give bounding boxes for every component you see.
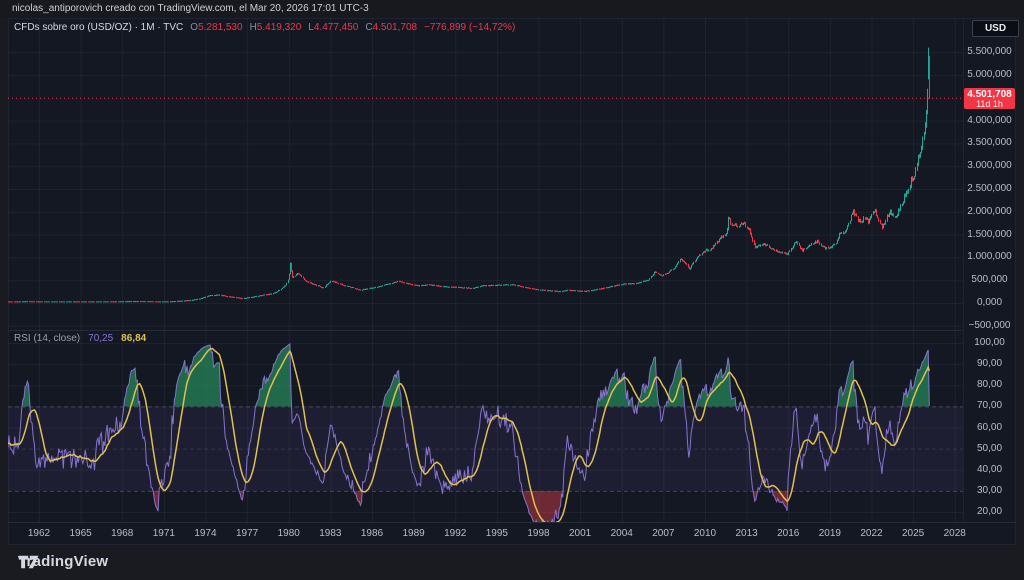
year-tick-label: 2013 [735, 528, 758, 539]
bar-countdown: 11d 1h [976, 98, 1003, 109]
price-tick-label: −500,000 [968, 319, 1011, 331]
year-tick-label: 1992 [444, 528, 467, 539]
rsi-chart-canvas[interactable] [8, 330, 963, 522]
year-tick-label: 2016 [777, 528, 800, 539]
price-tick-label: 3.000,000 [967, 160, 1012, 172]
price-tick-label: 1.000,000 [967, 251, 1012, 263]
chart-container[interactable]: CFDs sobre oro (USD/OZ) · 1M · TVC O5.281… [8, 18, 1019, 545]
rsi-tick-label: 70,00 [976, 400, 1003, 412]
high-value: 5.419,320 [256, 22, 302, 33]
tradingview-logo-icon [18, 555, 39, 569]
price-tick-label: 5.000,000 [967, 69, 1012, 80]
price-tick-label: 1.500,000 [967, 228, 1012, 240]
rsi-tick-label: 20,00 [976, 506, 1003, 517]
open-value: 5.281,530 [198, 22, 243, 33]
price-tick-label: 5.500,000 [967, 46, 1012, 58]
time-axis[interactable]: 1962 1965 1968 1971 1974 1977 1980 1983 1986 1989… [8, 522, 1016, 545]
rsi-tick-label: 60,00 [976, 421, 1003, 433]
rsi-tick-label: 50,00 [976, 442, 1003, 454]
rsi-tick-label: 100,00 [974, 337, 1005, 348]
rsi-tick-label: 90,00 [976, 358, 1003, 370]
low-label: L [308, 22, 314, 33]
year-tick-label: 1983 [319, 528, 342, 539]
year-tick-label: 1986 [360, 528, 384, 539]
change-value: −776,899 (−14,72%) [424, 22, 516, 33]
year-tick-label: 1962 [27, 528, 51, 539]
high-label: H [249, 22, 257, 33]
low-value: 4.477,450 [313, 22, 359, 33]
year-tick-label: 2025 [902, 528, 925, 539]
year-tick-label: 2022 [860, 528, 883, 539]
year-tick-label: 2001 [569, 528, 592, 539]
rsi-title: RSI (14, close) [14, 333, 81, 344]
price-pane[interactable]: CFDs sobre oro (USD/OZ) · 1M · TVC O5.281… [8, 18, 963, 330]
tradingview-logo[interactable]: TradingView [18, 553, 108, 570]
year-tick-label: 1995 [485, 528, 508, 539]
last-price-value: 4.501,708 [967, 88, 1012, 100]
year-tick-label: 2004 [610, 528, 633, 539]
year-tick-label: 1971 [152, 528, 175, 539]
credit-text: nicolas_antiporovich creado con TradingV… [12, 3, 369, 14]
close-value: 4.501,708 [372, 22, 418, 33]
price-tick-label: 3.500,000 [967, 137, 1012, 149]
year-tick-label: 1977 [236, 528, 259, 539]
close-label: C [365, 22, 373, 33]
price-chart-canvas[interactable] [8, 18, 963, 330]
year-tick-label: 1968 [111, 528, 134, 539]
year-tick-label: 1989 [402, 528, 425, 539]
currency-button[interactable]: USD [972, 20, 1019, 37]
symbol-legend: CFDs sobre oro (USD/OZ) · 1M · TVC O5.281… [14, 22, 515, 33]
year-tick-label: 2010 [693, 528, 717, 539]
symbol-title: CFDs sobre oro (USD/OZ) · 1M · TVC [14, 22, 184, 33]
year-tick-label: 2028 [943, 528, 966, 539]
year-tick-label: 2019 [818, 528, 841, 539]
rsi-legend: RSI (14, close) 70,25 86,84 [14, 333, 146, 344]
rsi-pane[interactable]: RSI (14, close) 70,25 86,84 [8, 330, 963, 522]
year-tick-label: 1998 [527, 528, 550, 539]
price-tick-label: 2.500,000 [967, 183, 1012, 194]
year-tick-label: 1980 [277, 528, 300, 539]
price-tick-label: 0,000 [976, 297, 1003, 308]
price-tick-label: 2.000,000 [967, 205, 1012, 217]
price-tick-label: 4.000,000 [967, 114, 1012, 126]
tradingview-logo-text: TradingView [18, 553, 109, 570]
price-axis[interactable]: 5.500,000 5.000,000 4.000,000 3.500,000 3.00… [963, 18, 1016, 522]
rsi-tick-label: 40,00 [976, 463, 1003, 475]
year-tick-label: 1974 [194, 528, 217, 539]
rsi-ma-value: 86,84 [121, 333, 147, 344]
year-tick-label: 1965 [69, 528, 92, 539]
price-tick-label: 500,000 [971, 274, 1008, 286]
header-credit-bar: nicolas_antiporovich creado con TradingV… [0, 0, 1024, 18]
last-price-badge: 4.501,708 11d 1h [964, 87, 1015, 109]
rsi-tick-label: 30,00 [976, 484, 1003, 496]
open-label: O [190, 22, 199, 33]
footer-bar: TradingView [0, 545, 1024, 580]
rsi-value: 70,25 [88, 333, 114, 344]
rsi-tick-label: 80,00 [976, 379, 1003, 391]
year-tick-label: 2007 [652, 528, 675, 539]
